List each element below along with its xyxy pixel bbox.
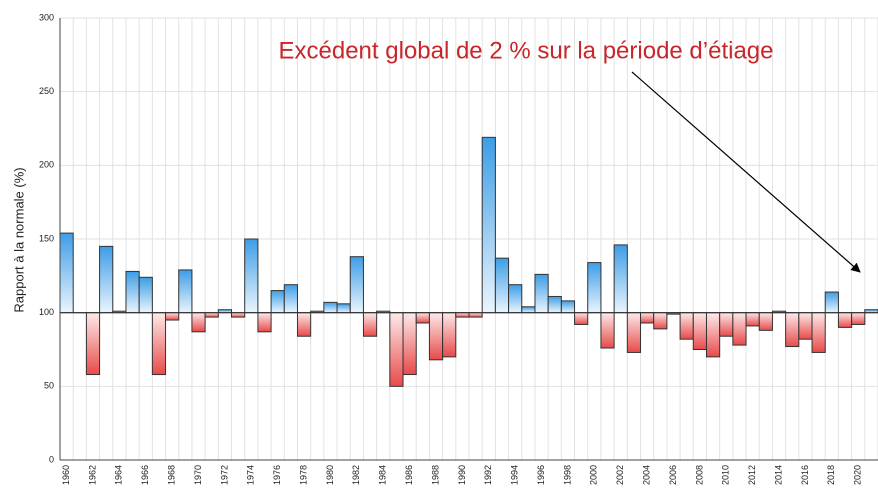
x-tick-label: 1966 [140,465,150,485]
x-tick-label: 2006 [668,465,678,485]
x-tick-label: 1970 [193,465,203,485]
y-tick-label: 100 [39,307,54,317]
y-tick-label: 200 [39,160,54,170]
bar [362,312,378,337]
bar [785,312,800,348]
bar [653,312,668,330]
y-tick-label: 50 [44,381,54,391]
bar [415,312,430,324]
bar [231,312,246,318]
bar [428,312,444,361]
x-tick-label: 1984 [378,465,388,485]
bar [138,276,153,314]
x-tick-label: 1980 [325,465,335,485]
bar [99,245,114,314]
bar [719,312,734,337]
bar [534,273,549,314]
bar [204,312,219,318]
bar [692,312,707,350]
bar [574,312,589,325]
bar [151,312,167,376]
y-tick-label: 250 [39,86,54,96]
y-tick-label: 150 [39,233,54,243]
x-tick-label: 1990 [457,465,467,485]
x-tick-label: 1978 [298,465,308,485]
bar [758,312,773,331]
bar [626,312,642,353]
x-tick-label: 2020 [853,465,863,485]
bar [798,312,813,340]
x-tick-label: 1972 [219,465,229,485]
bar [323,301,338,314]
x-tick-label: 1974 [246,465,256,485]
bar [442,312,457,358]
bar [600,312,615,349]
bar [521,306,536,314]
bar [679,312,694,340]
y-tick-label: 0 [49,454,54,464]
bar [178,269,193,314]
x-tick-label: 2016 [800,465,810,485]
x-tick-label: 2008 [694,465,704,485]
bar [837,312,853,328]
x-tick-label: 1982 [351,465,361,485]
annotation: Excédent global de 2 % sur la période d’… [279,37,774,64]
bar [851,312,866,325]
bar [613,244,628,314]
bar [402,312,417,376]
bar [745,312,760,327]
x-tick-label: 1988 [430,465,440,485]
bar [587,262,602,314]
x-tick-label: 1962 [87,465,97,485]
bar [468,312,483,318]
bar [85,312,101,376]
bar [270,290,285,314]
bar [59,232,74,314]
x-tick-label: 1992 [483,465,493,485]
bar [283,284,298,314]
bar [244,238,259,314]
x-tick-label: 2000 [589,465,599,485]
bar [349,256,364,314]
bar [640,312,655,324]
bar [191,312,206,333]
bar [296,312,312,337]
bar [824,291,839,314]
x-tick-label: 2002 [615,465,625,485]
x-tick-label: 1968 [167,465,177,485]
bar [455,312,470,318]
bar [481,136,496,314]
x-tick-label: 1976 [272,465,282,485]
y-tick-label: 300 [39,12,54,22]
bar [389,312,404,387]
bar [257,312,272,333]
x-tick-label: 2018 [826,465,836,485]
bar [125,270,140,314]
x-tick-label: 1996 [536,465,546,485]
bar [547,295,562,314]
x-tick-label: 2012 [747,465,757,485]
x-tick-label: 1994 [510,465,520,485]
bar [336,303,351,314]
x-tick-label: 1964 [114,465,124,485]
bar [508,284,523,314]
bar [560,300,576,314]
x-tick-label: 1960 [61,465,71,485]
x-tick-label: 1998 [562,465,572,485]
annotation-arrow [631,71,861,273]
x-tick-label: 2004 [641,465,651,485]
bar [732,312,747,346]
bar [494,257,510,314]
y-axis-label: Rapport à la normale (%) [11,167,26,312]
x-tick-label: 2010 [721,465,731,485]
bar [165,312,180,321]
bar [705,312,721,358]
x-tick-label: 2014 [773,465,783,485]
x-tick-label: 1986 [404,465,414,485]
bar [811,312,826,353]
